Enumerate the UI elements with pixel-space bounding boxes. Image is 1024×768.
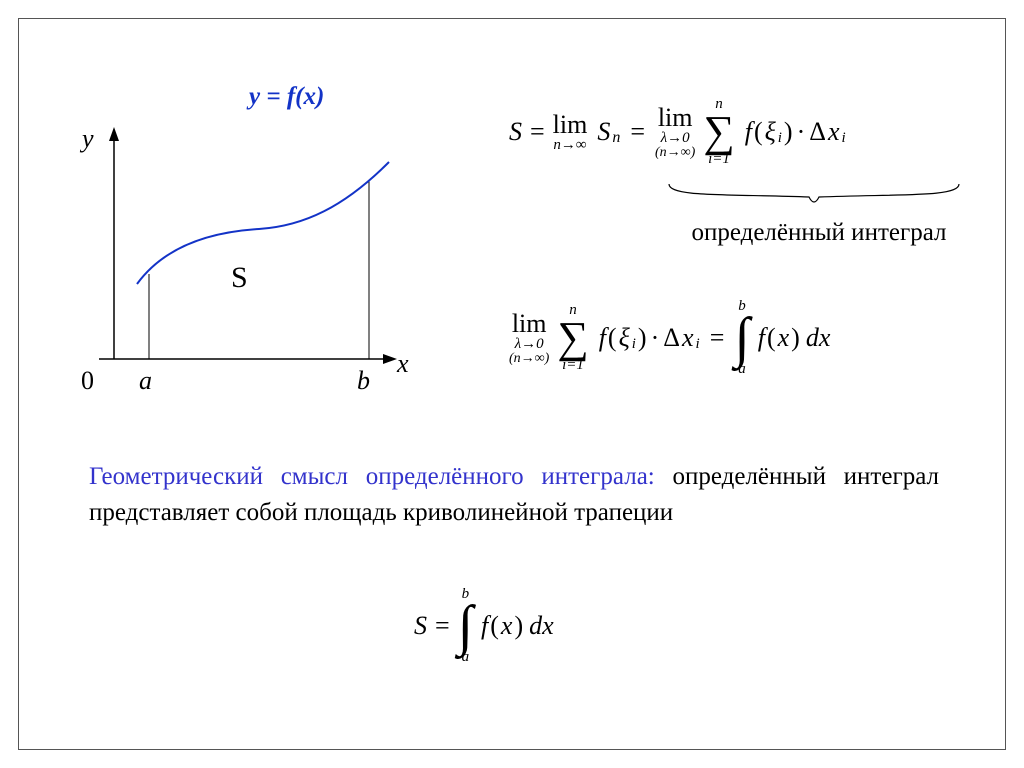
symbol-xi: ξ: [765, 117, 776, 147]
symbol-x-4: x: [501, 611, 513, 641]
symbol-Sn-n: n: [612, 129, 620, 147]
sigma-symbol: ∑: [703, 107, 734, 156]
subscript-i-2: i: [842, 130, 846, 147]
subscript-i: i: [778, 130, 782, 147]
lim-label-3: lim: [512, 309, 547, 338]
lim-sub-n-2: (n→∞): [509, 352, 549, 366]
subscript-i-3: i: [632, 336, 636, 353]
symbol-dx-2: dx: [529, 611, 554, 641]
symbol-delta-2: Δ: [663, 323, 680, 353]
limit-sum-formula: S = lim n→∞ S n = lim λ→0 (n→∞) n ∑ i=1 …: [509, 97, 846, 167]
a-label: a: [139, 366, 152, 396]
text-heading: Геометрический смысл определённого интег…: [89, 463, 655, 490]
equals-sign-4: =: [435, 611, 450, 641]
integral-symbol: ∫: [734, 307, 749, 369]
subscript-i-4: i: [696, 336, 700, 353]
lim-label: lim: [553, 110, 588, 139]
lim-subscript: n→∞: [553, 138, 588, 153]
limit-equals-integral-formula: lim λ→0 (n→∞) n ∑ i=1 f ( ξ i ) · Δ x i …: [509, 299, 830, 377]
equals-sign-3: =: [710, 323, 725, 353]
symbol-delta: Δ: [809, 117, 826, 147]
x-axis-label: x: [397, 349, 409, 379]
sigma-symbol-2: ∑: [557, 313, 588, 362]
underbrace-icon: [664, 179, 964, 219]
area-integral-formula: S = b ∫ a f ( x ) dx: [414, 587, 554, 665]
dot-operator: ·: [797, 117, 806, 147]
lim-sub-n: (n→∞): [655, 146, 695, 160]
lim-sub-lambda-2: λ→0: [509, 337, 549, 352]
symbol-S: S: [509, 117, 522, 147]
y-axis-label: y: [82, 124, 94, 154]
symbol-x-3: x: [778, 323, 790, 353]
equals-sign-2: =: [630, 117, 645, 147]
symbol-f: f: [745, 117, 752, 147]
explanation-text: Геометрический смысл определённого интег…: [89, 459, 939, 532]
symbol-xi-2: ξ: [619, 323, 630, 353]
symbol-dx: dx: [806, 323, 831, 353]
symbol-Sn-S: S: [597, 117, 610, 147]
lim-sub-lambda: λ→0: [655, 131, 695, 146]
symbol-x-2: x: [682, 323, 694, 353]
b-label: b: [357, 366, 370, 396]
brace-caption: определённый интеграл: [659, 219, 979, 247]
lim-label-2: lim: [658, 103, 693, 132]
integral-graph: [49, 99, 409, 399]
dot-operator-2: ·: [651, 323, 660, 353]
symbol-x: x: [828, 117, 840, 147]
area-label: S: [231, 261, 248, 295]
symbol-f-2: f: [599, 323, 606, 353]
symbol-f-4: f: [481, 611, 488, 641]
symbol-f-3: f: [758, 323, 765, 353]
symbol-S-2: S: [414, 611, 427, 641]
integral-symbol-2: ∫: [458, 595, 473, 657]
equals-sign: =: [530, 117, 545, 147]
origin-label: 0: [81, 366, 94, 396]
